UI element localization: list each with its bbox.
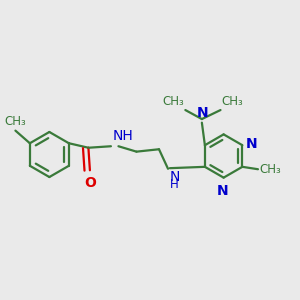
Text: O: O — [84, 176, 96, 190]
Text: NH: NH — [112, 129, 133, 143]
Text: N: N — [197, 106, 208, 120]
Text: H: H — [169, 178, 178, 191]
Text: N: N — [246, 137, 258, 151]
Text: CH₃: CH₃ — [259, 163, 281, 176]
Text: CH₃: CH₃ — [222, 94, 244, 108]
Text: N: N — [217, 184, 229, 198]
Text: CH₃: CH₃ — [162, 94, 184, 108]
Text: N: N — [169, 170, 180, 184]
Text: CH₃: CH₃ — [4, 115, 26, 128]
